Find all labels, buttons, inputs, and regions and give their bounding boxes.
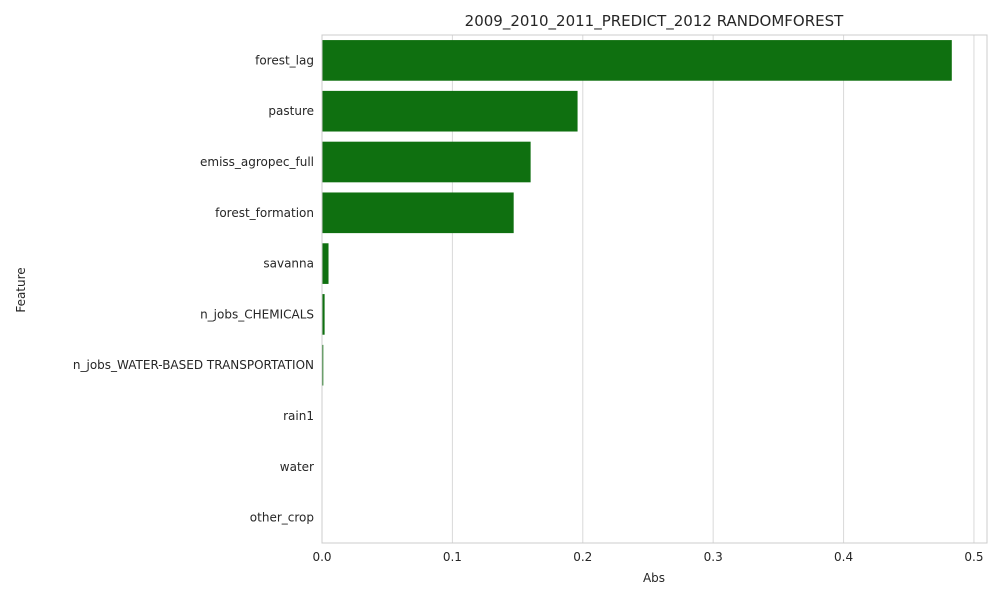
bar-n-jobs-water-based-transportation — [322, 344, 324, 386]
y-tick-label: n_jobs_WATER-BASED TRANSPORTATION — [73, 358, 314, 372]
y-tick-label: emiss_agropec_full — [200, 155, 314, 169]
bar-pasture — [322, 90, 578, 132]
x-tick-label: 0.5 — [964, 550, 983, 564]
y-axis-label: Feature — [14, 267, 28, 312]
y-tick-label: rain1 — [283, 409, 314, 423]
y-tick-label: pasture — [268, 104, 314, 118]
y-tick-label: forest_formation — [215, 206, 314, 220]
x-tick-labels: 0.0 0.1 0.2 0.3 0.4 0.5 — [312, 550, 983, 564]
y-tick-label: n_jobs_CHEMICALS — [200, 307, 314, 321]
bar-savanna — [322, 243, 329, 284]
plot-frame — [321, 34, 988, 544]
x-tick-label: 0.0 — [312, 550, 331, 564]
bar-emiss-agropec-full — [322, 141, 531, 183]
y-tick-label: forest_lag — [255, 53, 314, 67]
y-tick-label: savanna — [263, 257, 314, 271]
x-axis-label: Abs — [643, 571, 665, 585]
y-tick-label: water — [280, 460, 314, 474]
x-tick-label: 0.4 — [834, 550, 853, 564]
bar-forest-formation — [322, 192, 514, 234]
x-tick-label: 0.2 — [573, 550, 592, 564]
bars — [322, 40, 952, 386]
x-tick-label: 0.3 — [704, 550, 723, 564]
bar-n-jobs-chemicals — [322, 294, 325, 335]
y-tick-label: other_crop — [250, 511, 314, 525]
x-tick-label: 0.1 — [443, 550, 462, 564]
chart-title: 2009_2010_2011_PREDICT_2012 RANDOMFOREST — [465, 12, 844, 31]
bar-forest-lag — [322, 40, 952, 81]
